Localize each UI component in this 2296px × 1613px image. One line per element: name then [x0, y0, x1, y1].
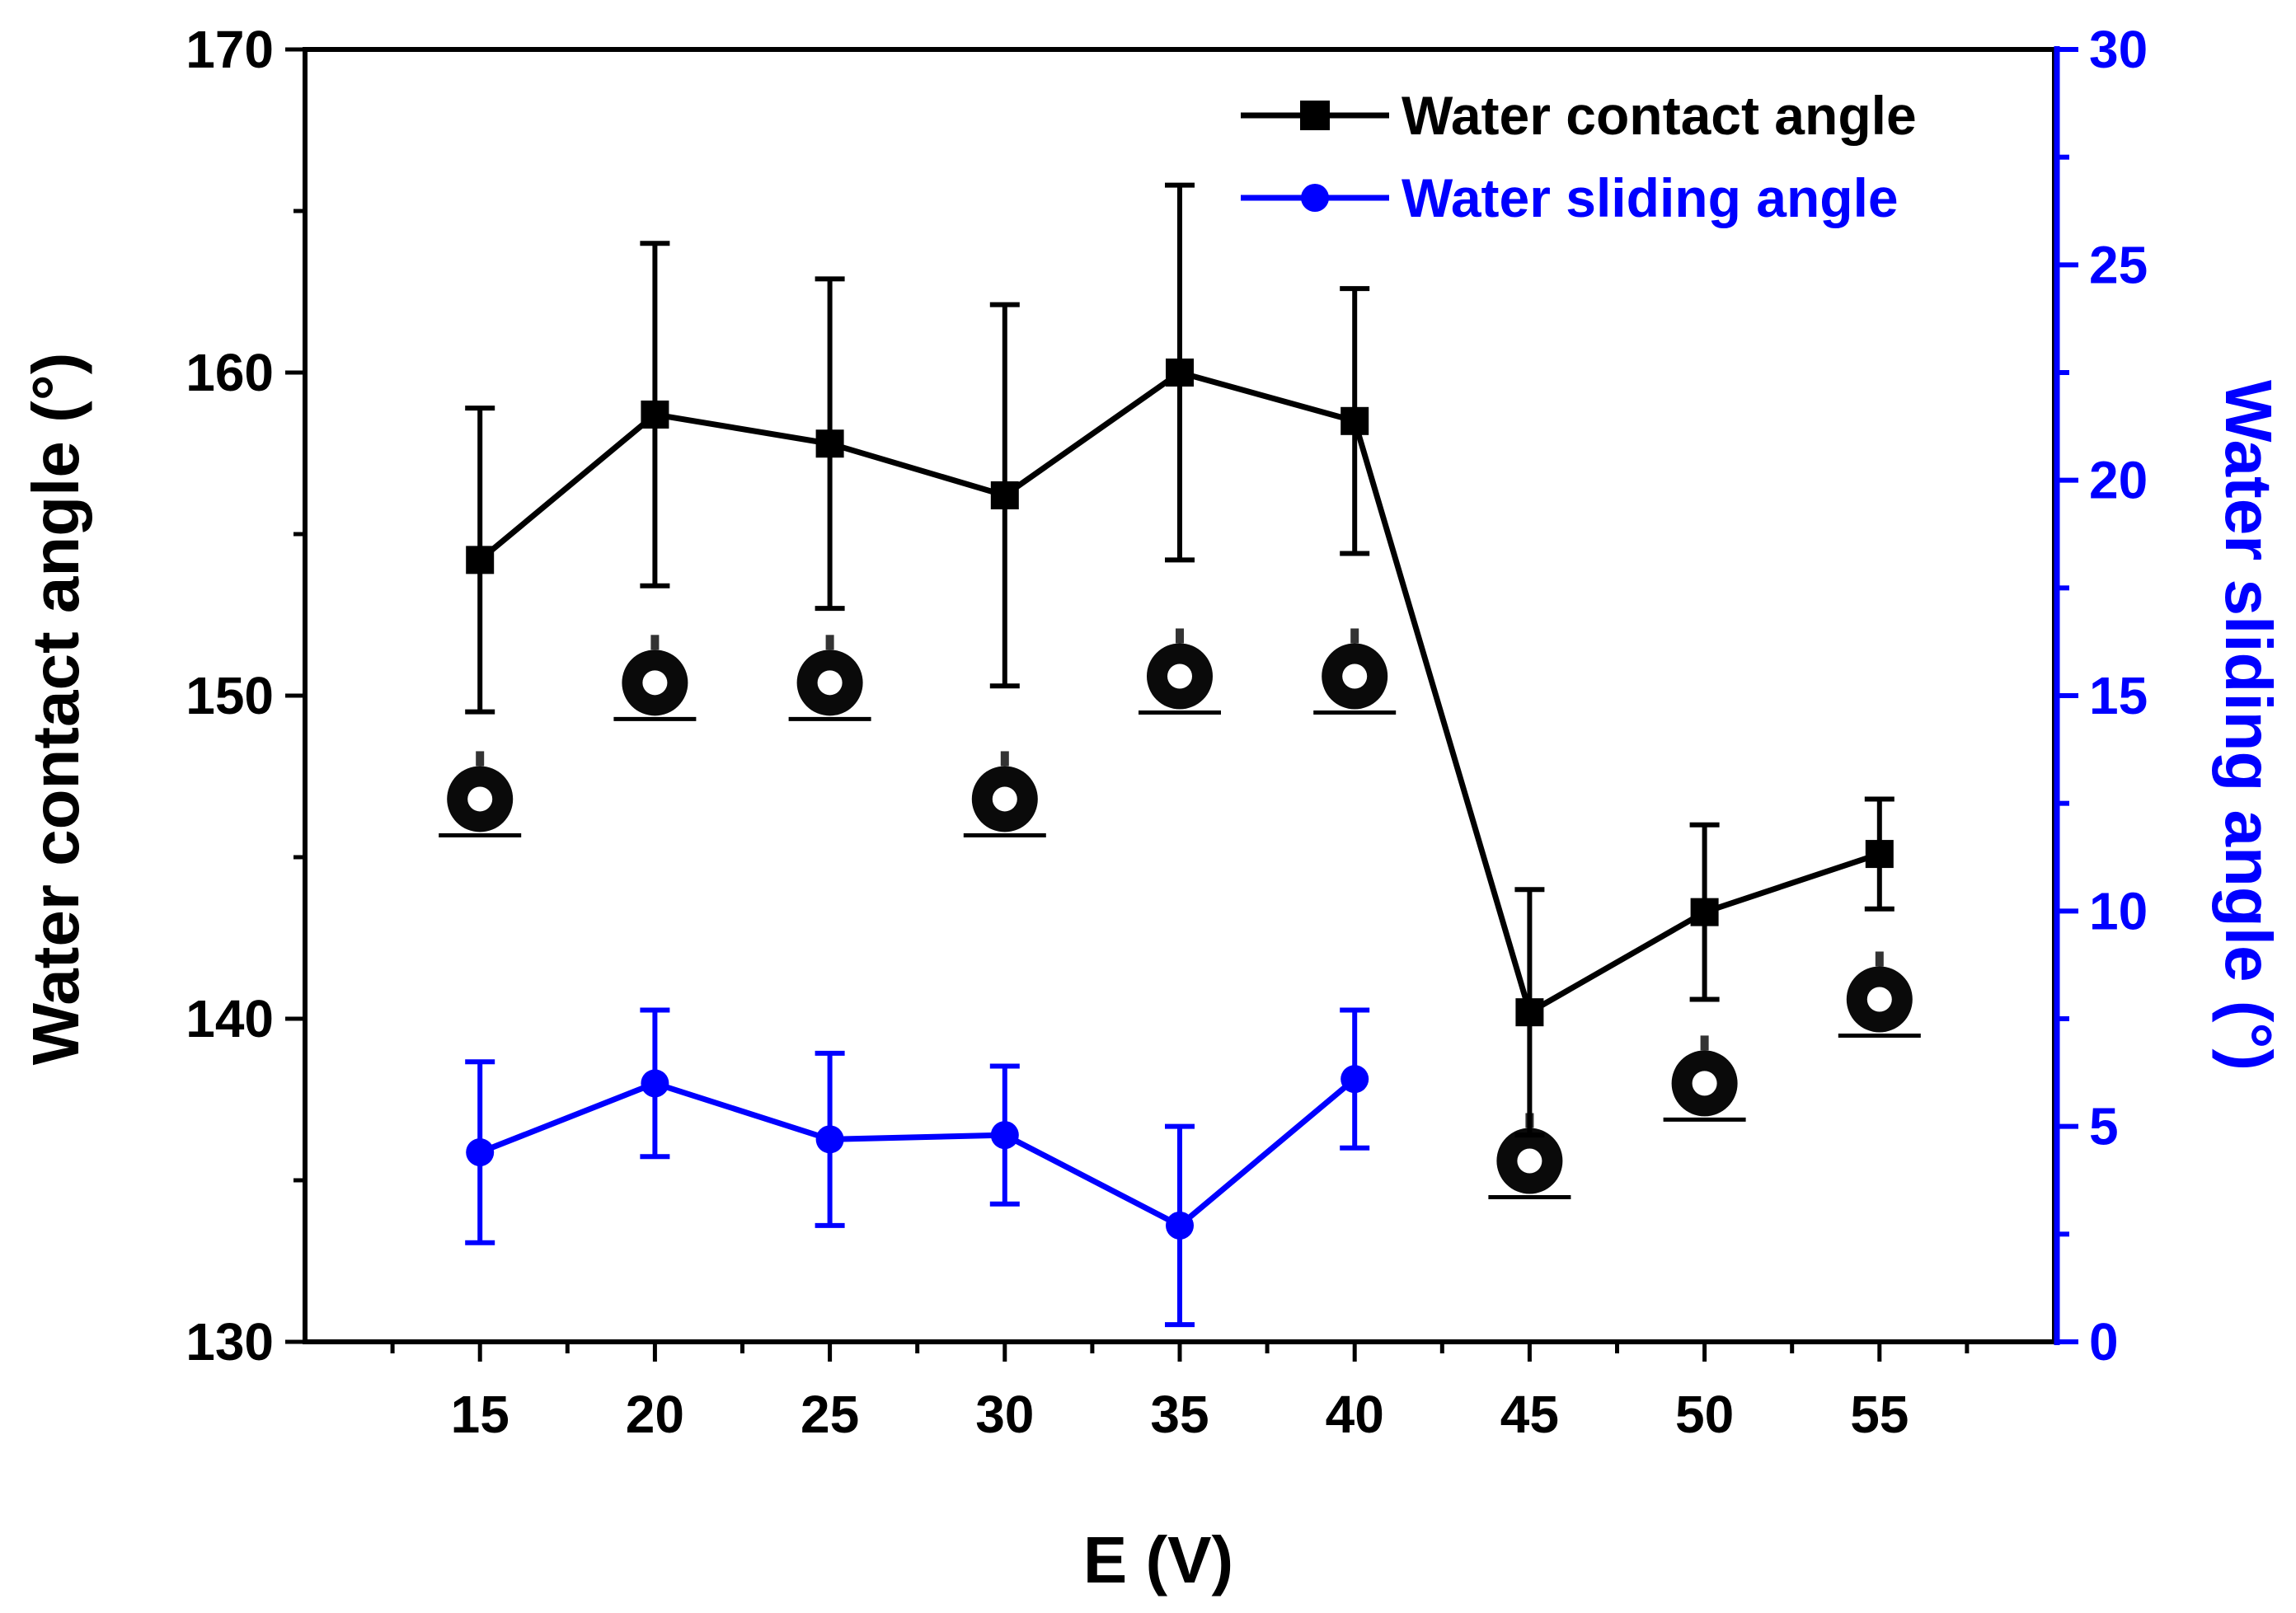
data-point-circle: [815, 1125, 844, 1154]
data-point-square: [1515, 998, 1544, 1027]
data-point-square: [1166, 359, 1194, 387]
data-point-circle: [1341, 1065, 1369, 1094]
legend-item-sliding-angle: Water sliding angle: [1241, 167, 1899, 228]
y-right-tick-label: 20: [2089, 451, 2148, 510]
droplet-needle: [1176, 628, 1184, 644]
droplet-image: [439, 751, 522, 837]
series-contact-angle: [465, 182, 1895, 1138]
legend-label-sliding-angle: Water sliding angle: [1402, 167, 1899, 228]
droplet-image: [1139, 628, 1221, 715]
data-point-square: [466, 546, 495, 574]
droplet-highlight: [642, 670, 668, 696]
y-left-tick-label: 150: [185, 666, 274, 725]
droplet-needle: [1350, 628, 1359, 644]
y-right-tick-label: 30: [2089, 20, 2148, 79]
x-tick-label: 55: [1850, 1385, 1909, 1444]
droplet-highlight: [1517, 1148, 1542, 1174]
data-point-square: [815, 429, 844, 458]
droplet-highlight: [817, 670, 843, 696]
data-point-square: [990, 481, 1019, 509]
data-point-square: [1690, 898, 1719, 926]
data-point-square: [1865, 840, 1894, 869]
legend-item-contact-angle: Water contact angle: [1241, 85, 1917, 146]
droplet-needle: [1000, 751, 1009, 767]
y-left-tick-label: 160: [185, 343, 274, 402]
series-line: [478, 1076, 1357, 1229]
legend-label-contact-angle: Water contact angle: [1402, 85, 1917, 146]
y-left-tick-label: 130: [185, 1312, 274, 1372]
tick-labels: 15 20 25 30 35 40 45 50 55 130 140 150 160 170 0 5 10 15 2…: [185, 20, 2148, 1444]
droplet-image: [788, 635, 871, 721]
droplet-needle: [476, 751, 485, 767]
droplet-highlight: [467, 786, 493, 812]
data-point-circle: [466, 1138, 495, 1167]
droplet-highlight: [992, 786, 1017, 812]
droplet-image: [1313, 628, 1397, 715]
droplet-highlight: [1692, 1071, 1717, 1096]
data-point-circle: [990, 1121, 1019, 1150]
legend-marker-circle: [1301, 184, 1329, 212]
y-right-tick-label: 5: [2089, 1097, 2119, 1156]
droplet-highlight: [1866, 987, 1892, 1012]
x-axis-title: E (V): [1083, 1523, 1233, 1597]
droplet-highlight: [1342, 663, 1368, 689]
droplet-needle: [1875, 951, 1884, 967]
series-sliding-angle: [465, 1007, 1370, 1328]
y-right-tick-label: 10: [2089, 881, 2148, 940]
x-tick-label: 20: [626, 1385, 684, 1444]
droplet-needle: [825, 635, 834, 650]
legend-marker-square: [1300, 101, 1330, 130]
x-tick-label: 35: [1150, 1385, 1209, 1444]
x-tick-label: 25: [801, 1385, 859, 1444]
data-series: [465, 182, 1895, 1328]
y-left-tick-label: 170: [185, 20, 274, 79]
y-right-tick-label: 25: [2089, 235, 2148, 294]
x-tick-label: 15: [451, 1385, 509, 1444]
x-tick-label: 30: [975, 1385, 1034, 1444]
y-axis-right-title: Water sliding angle (°): [2212, 380, 2285, 1071]
droplet-needle: [650, 635, 660, 650]
y-right-tick-label: 15: [2089, 666, 2148, 725]
y-right-tick-label: 0: [2089, 1312, 2119, 1372]
droplet-needle: [1700, 1035, 1709, 1051]
droplet-images: [439, 628, 1921, 1199]
x-tick-label: 45: [1500, 1385, 1559, 1444]
legend: Water contact angle Water sliding angle: [1241, 85, 1917, 228]
tick-marks: [285, 46, 2078, 1362]
data-point-circle: [641, 1069, 669, 1098]
x-tick-label: 40: [1326, 1385, 1384, 1444]
data-point-circle: [1166, 1211, 1194, 1240]
droplet-image: [613, 635, 697, 721]
droplet-image: [1663, 1035, 1746, 1122]
droplet-image: [963, 751, 1046, 837]
y-axis-left-title: Water contact angle (°): [19, 353, 92, 1066]
droplet-highlight: [1167, 663, 1192, 689]
data-point-square: [1341, 406, 1369, 435]
x-tick-label: 50: [1675, 1385, 1734, 1444]
data-point-square: [641, 400, 669, 429]
y-left-tick-label: 140: [185, 989, 274, 1048]
droplet-image: [1838, 951, 1921, 1038]
